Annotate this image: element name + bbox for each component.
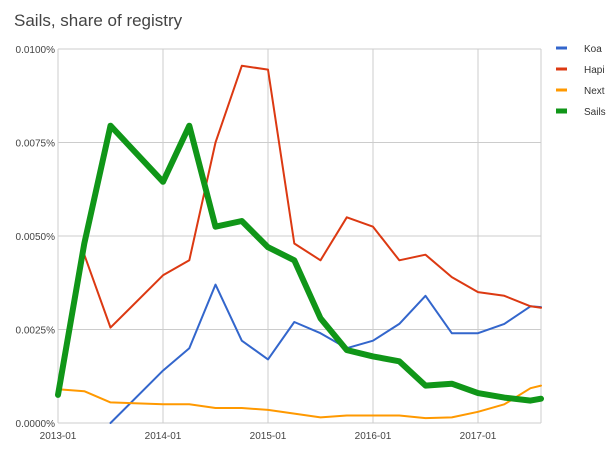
x-tick-label: 2015-01 [250,431,287,442]
series-line-next [57,384,542,420]
axis-ticks: 0.0000% 0.0025% 0.0050% 0.0075% 0.0100% 2013-… [16,45,497,442]
y-tick-label: 0.0000% [16,419,56,430]
x-tick-label: 2013-01 [40,431,77,442]
legend-label-sails: Sails [584,107,606,118]
legend: Koa Hapi Next Sails [556,44,606,118]
x-tick-label: 2017-01 [460,431,497,442]
series-line-koa [109,283,542,424]
y-tick-label: 0.0100% [16,45,56,56]
chart-title: Sails, share of registry [14,11,183,30]
series-line-sails [55,122,544,404]
series-lines [55,64,544,424]
series-line-hapi [57,64,542,391]
legend-label-koa: Koa [584,44,602,55]
legend-label-hapi: Hapi [584,65,605,76]
x-tick-label: 2016-01 [355,431,392,442]
y-tick-label: 0.0075% [16,139,56,150]
legend-label-next: Next [584,86,605,97]
x-tick-label: 2014-01 [145,431,182,442]
y-tick-label: 0.0050% [16,232,56,243]
gridlines [57,48,542,424]
y-tick-label: 0.0025% [16,326,56,337]
